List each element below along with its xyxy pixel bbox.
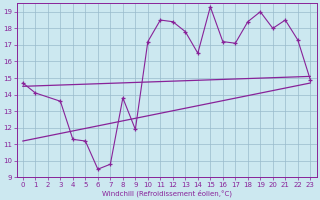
X-axis label: Windchill (Refroidissement éolien,°C): Windchill (Refroidissement éolien,°C)	[101, 189, 232, 197]
